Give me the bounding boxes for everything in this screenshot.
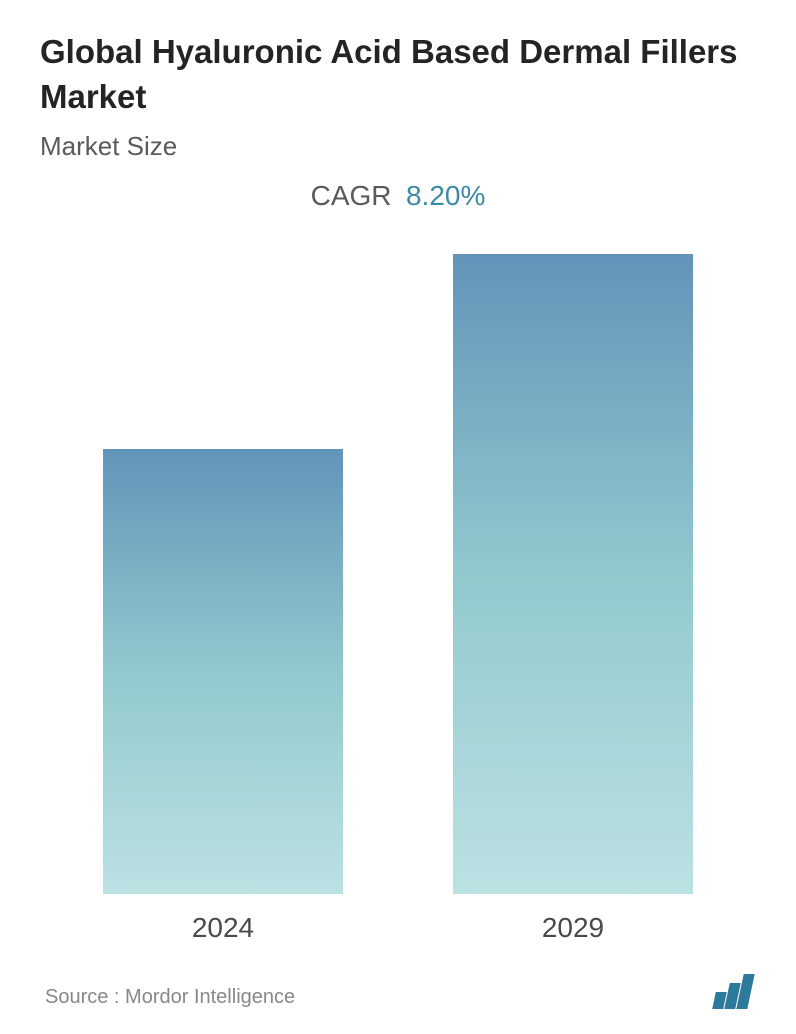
- bar-label-0: 2024: [192, 912, 254, 944]
- chart-title: Global Hyaluronic Acid Based Dermal Fill…: [40, 30, 756, 119]
- bar-group-0: 2024: [103, 449, 343, 944]
- cagr-value: 8.20%: [406, 180, 485, 211]
- bar-1: [453, 254, 693, 894]
- cagr-label: CAGR: [311, 180, 392, 211]
- chart-subtitle: Market Size: [40, 131, 756, 162]
- footer: Source : Mordor Intelligence: [40, 964, 756, 1014]
- logo-bar-2: [736, 974, 754, 1009]
- chart-area: 2024 2029: [40, 252, 756, 964]
- bar-label-1: 2029: [542, 912, 604, 944]
- source-text: Source : Mordor Intelligence: [45, 986, 295, 1009]
- logo-icon: [714, 974, 751, 1009]
- bar-group-1: 2029: [453, 254, 693, 944]
- bar-0: [103, 449, 343, 894]
- cagr-row: CAGR 8.20%: [40, 180, 756, 212]
- chart-container: Global Hyaluronic Acid Based Dermal Fill…: [0, 0, 796, 1034]
